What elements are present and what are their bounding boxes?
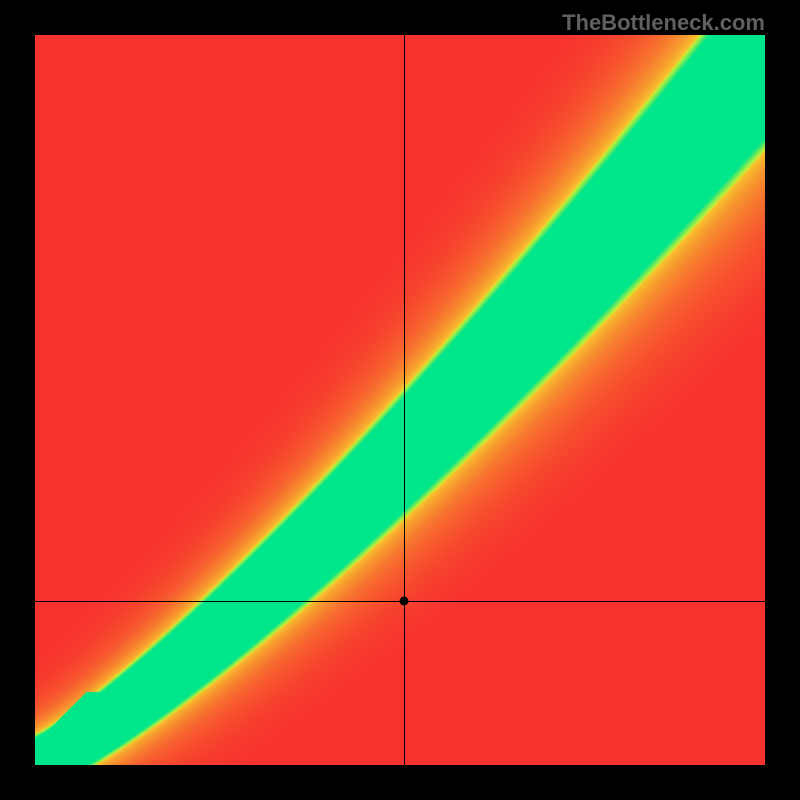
crosshair-vertical — [404, 35, 405, 765]
chart-container — [35, 35, 765, 765]
watermark-text: TheBottleneck.com — [562, 10, 765, 36]
heatmap-canvas — [35, 35, 765, 765]
crosshair-marker — [399, 596, 408, 605]
